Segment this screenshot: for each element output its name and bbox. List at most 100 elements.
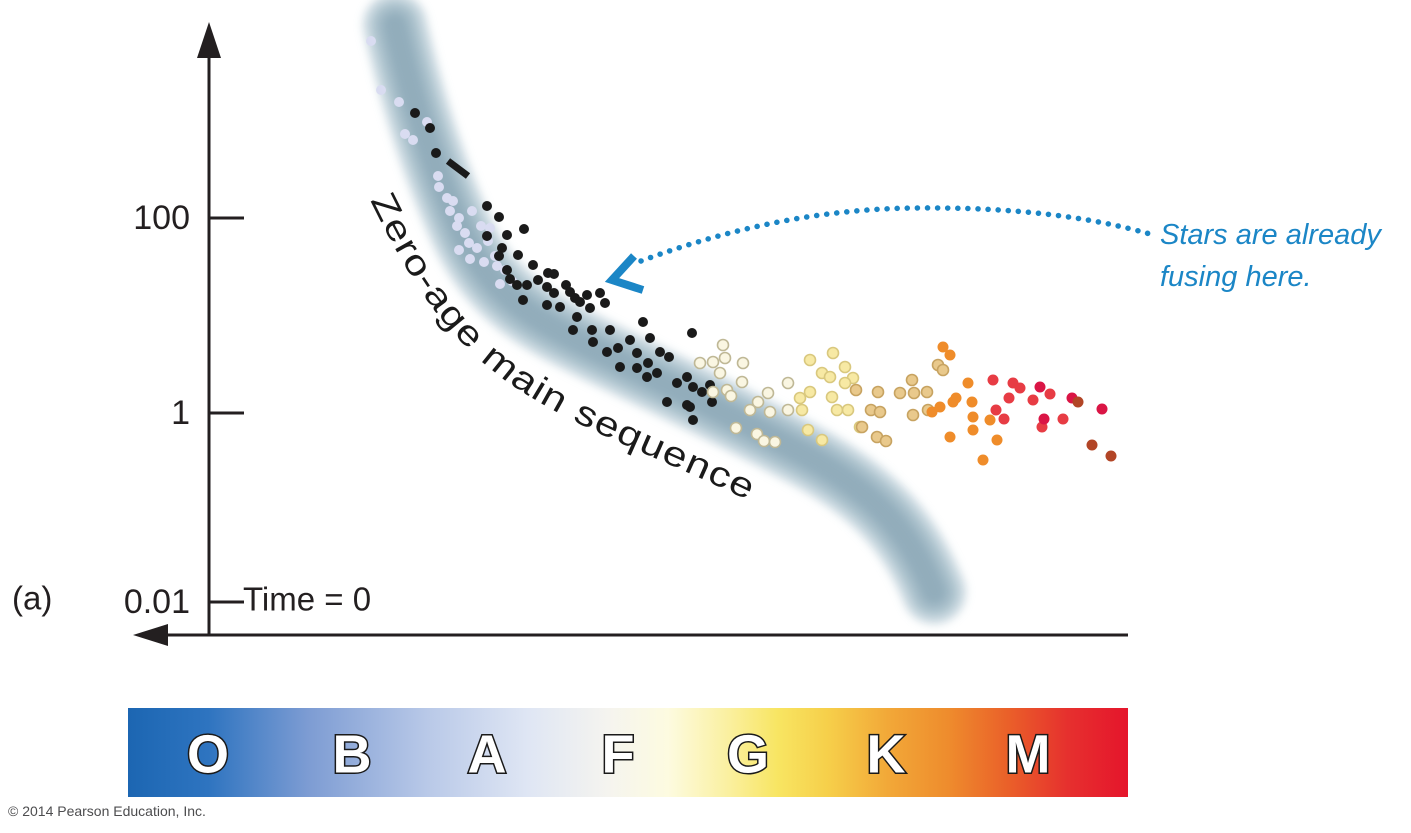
- star-dots: [366, 36, 1117, 466]
- spectral-class-letter-G: G: [727, 725, 769, 785]
- star-dot-yellow-G: [826, 346, 840, 360]
- star-dot-black-fusing: [502, 265, 512, 275]
- star-dot-black-fusing: [688, 382, 698, 392]
- star-dot-blue-white-OB: [454, 245, 464, 255]
- star-dot-orange-K: [944, 349, 956, 361]
- figure-label: (a): [12, 580, 52, 617]
- star-dot-orange-K: [926, 406, 938, 418]
- star-dot-black-fusing: [528, 260, 538, 270]
- star-dot-yellow-G: [830, 403, 844, 417]
- star-dot-gold-K: [893, 386, 907, 400]
- star-dot-red-M: [1057, 413, 1069, 425]
- star-dot-blue-white-OB: [445, 206, 455, 216]
- star-dot-gold-K: [879, 434, 893, 448]
- star-dot-gold-K: [873, 405, 887, 419]
- star-dot-black-fusing: [587, 325, 597, 335]
- star-dot-orange-K: [966, 396, 978, 408]
- star-dot-black-fusing: [497, 243, 507, 253]
- y-tick-label: 1: [171, 394, 190, 432]
- star-dot-red-M: [1003, 392, 1015, 404]
- star-dot-red-M: [987, 374, 999, 386]
- star-dot-gold-K: [907, 386, 921, 400]
- star-dot-gold-K: [920, 385, 934, 399]
- spectral-class-letter-A: A: [468, 725, 507, 785]
- star-dot-black-fusing: [555, 302, 565, 312]
- star-dot-black-fusing: [642, 372, 652, 382]
- callout: Stars are already fusing here.: [604, 205, 1382, 294]
- spectral-class-letter-F: F: [602, 725, 635, 785]
- star-dot-red-M: [1044, 388, 1056, 400]
- star-dot-cream-F: [724, 389, 738, 403]
- callout-text-line2: fusing here.: [1160, 261, 1312, 293]
- star-dot-black-fusing: [632, 348, 642, 358]
- star-dot-black-fusing: [582, 290, 592, 300]
- star-dot-cream-F: [781, 403, 795, 417]
- zams-band: [363, 0, 966, 624]
- star-dot-cream-F: [781, 376, 795, 390]
- star-dot-cream-F: [736, 356, 750, 370]
- star-dot-yellow-G: [795, 403, 809, 417]
- star-dot-black-fusing: [431, 148, 441, 158]
- star-dot-blue-white-OB: [376, 85, 386, 95]
- star-dot-yellow-G: [803, 353, 817, 367]
- star-dot-cream-F: [706, 355, 720, 369]
- star-dot-black-fusing: [575, 297, 585, 307]
- star-dot-cream-F: [757, 434, 771, 448]
- star-dot-black-fusing: [600, 298, 610, 308]
- star-dot-crimson-M: [1034, 381, 1046, 393]
- star-dot-red-M: [990, 404, 1002, 416]
- star-dot-black-fusing: [533, 275, 543, 285]
- star-dot-black-fusing: [688, 415, 698, 425]
- star-dot-blue-white-OB: [485, 223, 495, 233]
- y-ticks: 100 1 0.01: [124, 199, 244, 621]
- star-dot-orange-K: [962, 377, 974, 389]
- star-dot-black-fusing: [685, 402, 695, 412]
- star-dot-black-fusing: [542, 282, 552, 292]
- y-axis-arrow-icon: [197, 22, 221, 58]
- star-dot-black-fusing: [513, 250, 523, 260]
- star-dot-yellow-G: [823, 370, 837, 384]
- star-dot-yellow-G: [841, 403, 855, 417]
- callout-text-line1: Stars are already: [1160, 219, 1382, 251]
- star-dot-cream-F: [743, 403, 757, 417]
- spectral-class-letter-B: B: [333, 725, 372, 785]
- star-dot-yellow-G: [793, 391, 807, 405]
- star-dot-black-fusing: [585, 303, 595, 313]
- star-dot-black-fusing: [542, 300, 552, 310]
- star-dot-rust-M: [1105, 450, 1117, 462]
- star-dot-blue-white-OB: [464, 238, 474, 248]
- star-dot-black-fusing: [482, 201, 492, 211]
- star-dot-blue-white-OB: [400, 129, 410, 139]
- star-dot-cream-F: [713, 366, 727, 380]
- time-label: Time = 0: [243, 581, 371, 618]
- y-tick-label: 100: [133, 199, 190, 237]
- star-dot-black-fusing: [687, 328, 697, 338]
- star-dot-black-fusing: [643, 358, 653, 368]
- star-dot-blue-white-OB: [394, 97, 404, 107]
- star-dot-blue-white-OB: [454, 213, 464, 223]
- star-dot-black-fusing: [652, 368, 662, 378]
- star-dot-black-fusing: [645, 333, 655, 343]
- star-dot-black-fusing: [638, 317, 648, 327]
- star-dot-yellow-G: [825, 390, 839, 404]
- star-dot-blue-white-OB: [479, 257, 489, 267]
- star-dot-crimson-M: [1038, 413, 1050, 425]
- star-dot-cream-F: [768, 435, 782, 449]
- star-dot-black-fusing: [588, 337, 598, 347]
- star-dot-orange-K: [991, 434, 1003, 446]
- star-dot-cream-F: [735, 375, 749, 389]
- star-dot-black-fusing: [664, 352, 674, 362]
- star-dot-blue-white-OB: [434, 182, 444, 192]
- star-dot-black-fusing: [482, 231, 492, 241]
- star-dot-gold-K: [849, 383, 863, 397]
- star-dot-black-fusing: [494, 251, 504, 261]
- star-dot-cream-F: [763, 405, 777, 419]
- star-dot-black-fusing: [602, 347, 612, 357]
- star-dot-yellow-G: [803, 385, 817, 399]
- star-dot-black-fusing: [522, 280, 532, 290]
- star-dot-yellow-G: [838, 360, 852, 374]
- star-dot-gold-K: [905, 373, 919, 387]
- star-dot-black-fusing: [697, 387, 707, 397]
- star-dot-cream-F: [729, 421, 743, 435]
